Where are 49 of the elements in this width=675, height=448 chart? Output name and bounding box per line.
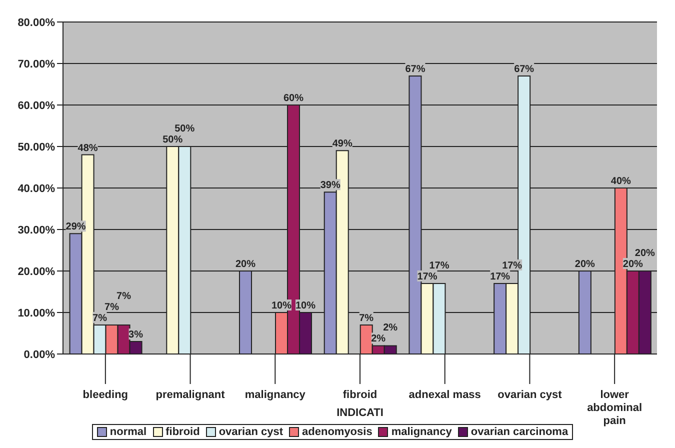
data-label: 17% [417,271,438,282]
data-label: 29% [66,222,86,233]
y-tick-label: 70.00% [18,58,56,70]
x-axis-title: INDICATI [336,407,384,419]
legend-label: adenomyosis [301,426,372,438]
data-label: 67% [514,64,534,75]
x-tick-label: adnexal mass [408,389,481,401]
data-label: 17% [429,260,450,272]
data-label: 7% [116,290,132,302]
data-label: 10% [271,300,292,312]
x-tick-label: premalignant [156,389,226,401]
data-label: 20% [634,248,656,259]
y-tick-label: 40.00% [18,182,56,195]
data-label: 7% [359,312,374,324]
y-tick-label: 60.00% [18,100,56,112]
data-label: 49% [332,138,352,150]
x-tick-label: malignancy [244,389,306,401]
data-label: 7% [104,302,120,313]
legend-label: fibroid [164,426,200,438]
data-label: 20% [235,259,256,270]
y-tick-label: 30.00% [18,224,56,236]
data-label: 60% [283,93,304,104]
x-tick-label: lower abdominal pain [587,389,642,427]
y-tick-label: 50.00% [18,141,56,154]
data-label: 50% [162,134,183,146]
data-label: 2% [371,334,386,345]
data-label: 10% [295,300,316,312]
data-label: 7% [92,312,108,324]
x-tick-label: ovarian cyst [498,389,562,401]
data-label: 40% [610,176,632,187]
data-label: 17% [490,271,510,282]
y-tick-label: 20.00% [18,266,56,278]
x-tick-label: fibroid [342,389,378,401]
data-label: 48% [78,142,98,154]
data-label: 20% [574,259,596,270]
legend-label: ovarian cyst [218,426,284,438]
legend-label: normal [108,426,147,438]
legend-label: malignancy [390,426,452,438]
x-tick-label: bleeding [82,389,128,401]
data-label: 2% [383,322,398,334]
data-label: 67% [405,64,426,75]
y-tick-label: 0.00% [24,348,56,361]
legend-label: ovarian carcinoma [470,426,568,438]
y-tick-label: 10.00% [18,307,56,320]
data-label: 39% [320,180,340,192]
data-label: 50% [174,124,195,134]
y-tick-label: 80.00% [18,16,56,29]
data-label: 20% [622,259,644,270]
data-label: 17% [502,260,522,272]
